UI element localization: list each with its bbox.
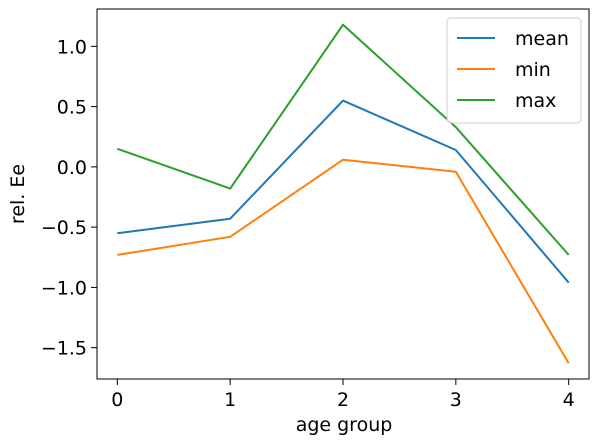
y-tick-label: 0.0 <box>57 157 87 179</box>
x-tick-label: 4 <box>563 389 575 411</box>
x-axis-label: age group <box>296 414 393 436</box>
legend-label-max: max <box>515 90 556 112</box>
x-tick-label: 3 <box>450 389 462 411</box>
series-line-mean <box>117 99 570 284</box>
x-tick-label: 2 <box>337 389 349 411</box>
y-tick-label: 1.0 <box>57 36 87 58</box>
y-axis-label: rel. Ee <box>7 164 29 224</box>
series-line-max <box>116 23 570 256</box>
y-tick-label: −1.0 <box>41 277 87 299</box>
legend-box <box>446 17 582 124</box>
legend-label-min: min <box>515 59 551 81</box>
legend-label-mean: mean <box>515 28 569 50</box>
y-tick-label: 0.5 <box>57 97 87 119</box>
x-tick-label: 0 <box>111 389 123 411</box>
y-tick-label: −0.5 <box>41 217 87 239</box>
x-tick-label: 1 <box>224 389 236 411</box>
y-tick-label: −1.5 <box>41 338 87 360</box>
series-line-min <box>117 158 570 364</box>
